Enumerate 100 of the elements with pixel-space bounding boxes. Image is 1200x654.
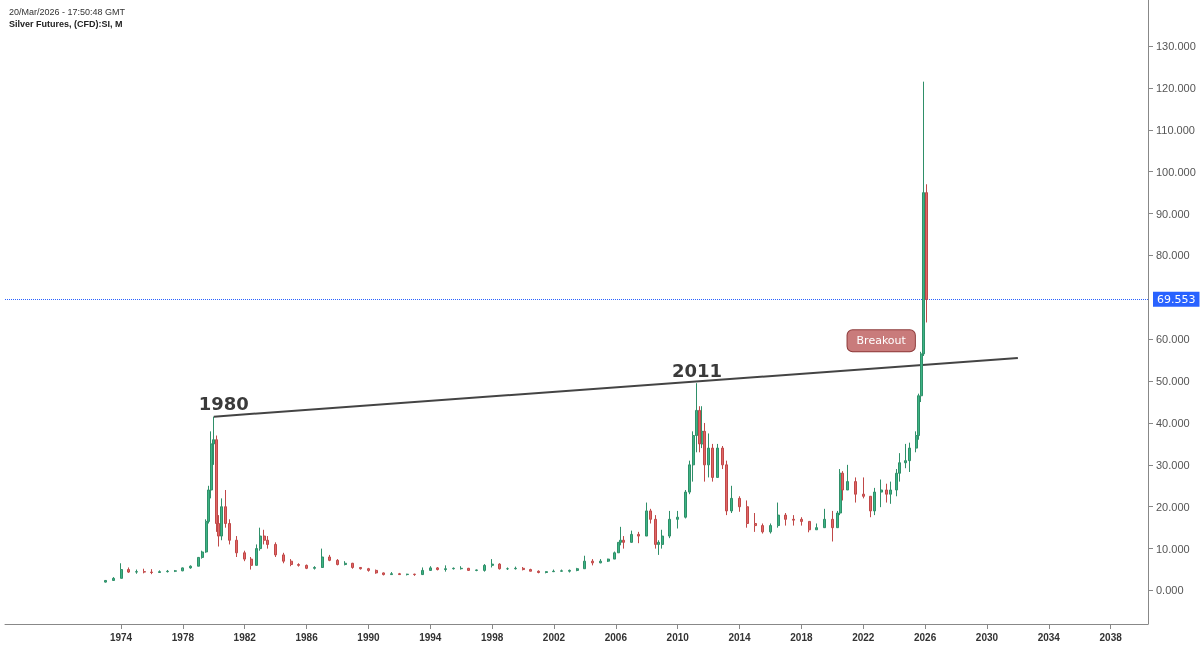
candlestick: [529, 568, 532, 572]
candlestick: [880, 479, 883, 508]
candlestick: [568, 569, 571, 573]
candlestick: [560, 569, 563, 573]
candlestick: [390, 571, 393, 576]
candlestick: [135, 569, 138, 575]
x-tick-label: 2026: [913, 631, 937, 643]
candlestick: [576, 567, 579, 572]
candlestick: [668, 510, 671, 539]
candlestick: [808, 520, 811, 533]
y-tick-label: 40.000: [1156, 416, 1190, 429]
candlestick: [181, 566, 184, 572]
y-tick-label: 0.000: [1156, 584, 1184, 597]
y-tick-label: 10.000: [1156, 542, 1190, 555]
candlestick: [637, 531, 640, 544]
candlestick: [716, 443, 719, 478]
y-tick-label: 30.000: [1156, 458, 1190, 471]
x-tick-label: 2018: [790, 631, 813, 643]
candlestick: [297, 562, 300, 568]
candlestick: [869, 495, 872, 518]
candlestick: [599, 558, 602, 564]
candlestick: [792, 514, 795, 527]
y-tick-label: 130.000: [1156, 40, 1196, 53]
y-tick-label: 100.000: [1156, 165, 1196, 178]
candlestick: [885, 483, 888, 504]
candlestick: [429, 565, 432, 572]
candlestick: [483, 563, 486, 573]
x-tick-label: 2038: [1099, 631, 1123, 643]
x-tick-label: 2014: [728, 631, 752, 643]
candlestick: [250, 556, 253, 571]
candlestick: [189, 564, 192, 570]
candlestick: [359, 566, 362, 571]
candlestick: [649, 508, 652, 524]
candlestick: [491, 558, 494, 568]
candlestick: [746, 499, 749, 529]
x-tick-label: 2002: [542, 631, 566, 643]
candlestick: [514, 566, 517, 571]
candlestick: [444, 564, 447, 573]
x-tick-label: 1974: [109, 631, 133, 643]
candlestick: [498, 562, 501, 571]
candlestick: [112, 576, 115, 582]
y-tick-label: 110.000: [1156, 123, 1195, 136]
annotation: 2011: [671, 359, 723, 381]
candlestick: [769, 522, 772, 535]
candlestick: [382, 571, 385, 576]
y-tick-label: 120.000: [1156, 81, 1196, 94]
candlestick: [413, 573, 416, 577]
candlestick: [889, 481, 892, 505]
candlestick: [815, 522, 818, 531]
candlestick: [583, 555, 586, 570]
y-tick-label: 80.000: [1156, 249, 1190, 262]
candlestick: [120, 562, 123, 579]
candlestick: [862, 476, 865, 499]
candlestick: [545, 570, 548, 574]
candlestick: [654, 514, 657, 550]
candlestick: [676, 510, 679, 530]
candlestick: [421, 566, 424, 576]
candlestick: [158, 569, 161, 574]
candlestick: [777, 502, 780, 529]
x-tick-label: 2022: [852, 631, 875, 643]
candlestick: [243, 550, 246, 562]
candlestick: [127, 566, 130, 574]
candlestick: [436, 566, 439, 571]
candlestick: [336, 558, 339, 566]
candlestick: [537, 569, 540, 574]
candlestick: [591, 558, 594, 566]
candlestick: [707, 432, 710, 478]
x-tick-label: 1990: [357, 631, 380, 643]
candlestick: [904, 443, 907, 469]
x-tick-label: 1994: [419, 631, 442, 643]
candlestick: [784, 512, 787, 527]
y-tick-label: 90.000: [1156, 207, 1190, 220]
candlestick: [150, 568, 153, 575]
annotation: Breakout: [856, 334, 907, 348]
candlestick: [305, 564, 308, 570]
text: 20/Mar/2026 - 17:50:48 GMT: [9, 6, 126, 17]
candlestick: [831, 510, 834, 542]
candlestick: [475, 569, 478, 572]
candlestick: [645, 502, 648, 537]
candlestick: [908, 442, 911, 473]
x-tick-label: 2010: [666, 631, 690, 643]
candlestick: [274, 541, 277, 558]
candlestick: [398, 572, 401, 576]
candlestick: [174, 569, 177, 573]
candlestick: [622, 535, 625, 550]
candlestick: [873, 487, 876, 516]
candlestick: [738, 495, 741, 513]
candlestick: [761, 522, 764, 535]
candlestick: [344, 560, 347, 566]
candlestick: [800, 516, 803, 527]
candlestick: [263, 529, 266, 545]
candlestick: [754, 512, 757, 533]
candlestick: [351, 562, 354, 570]
candlestick: [367, 567, 370, 573]
candlestick: [823, 508, 826, 529]
candlestick: [328, 554, 331, 562]
candlestick: [467, 567, 470, 572]
candlestick: [925, 183, 928, 323]
text: Silver Futures, (CFD):SI, M: [9, 18, 123, 29]
y-tick-label: 50.000: [1156, 375, 1190, 388]
